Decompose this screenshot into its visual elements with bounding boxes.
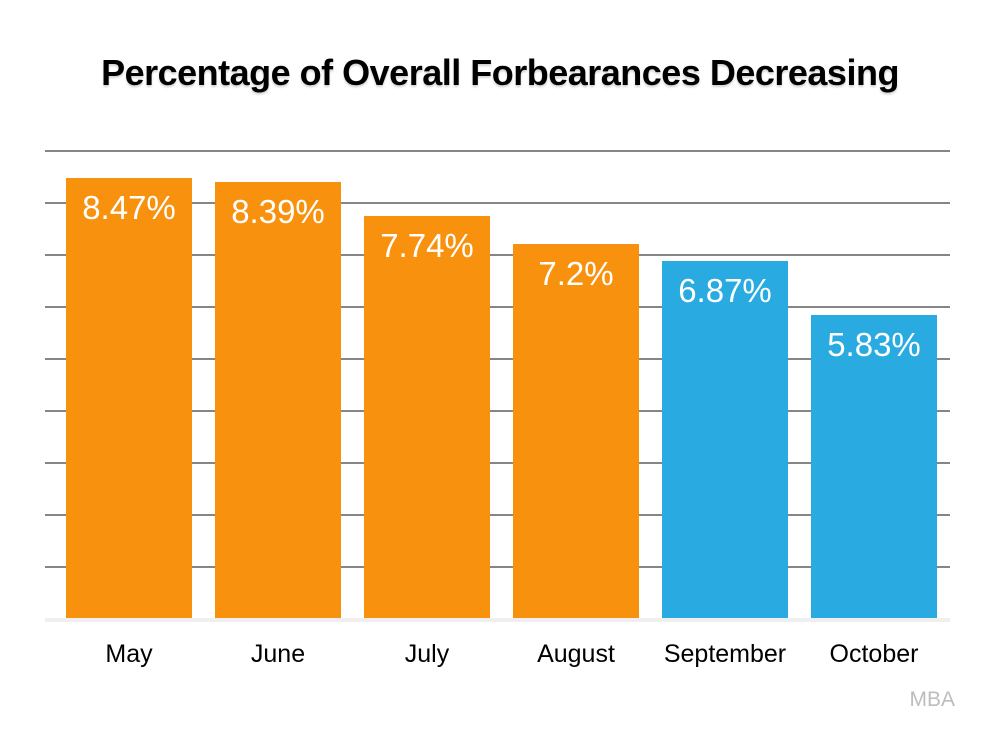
x-axis-label-august: August <box>537 640 615 668</box>
bar-june: 8.39% <box>215 181 341 618</box>
gridline <box>45 358 950 360</box>
bar-september: 6.87% <box>662 260 788 618</box>
bar-value-label: 5.83% <box>827 325 921 363</box>
gridline <box>45 410 950 412</box>
gridline <box>45 150 950 152</box>
gridline <box>45 566 950 568</box>
plot-area: 8.47% 8.39% 7.74% 7.2% 6.87% 5.83% <box>45 150 950 618</box>
x-axis-label-october: October <box>829 640 919 668</box>
gridline <box>45 306 950 308</box>
bar-value-label: 8.39% <box>231 192 325 230</box>
x-axis-label-may: May <box>105 640 153 668</box>
gridline <box>45 462 950 464</box>
chart-title: Percentage of Overall Forbearances Decre… <box>101 52 899 93</box>
bar-october: 5.83% <box>811 314 937 618</box>
x-axis-baseline <box>45 618 950 622</box>
bar-value-label: 7.74% <box>380 226 474 264</box>
x-axis-label-september: September <box>663 640 787 668</box>
bar-value-label: 7.2% <box>538 254 614 292</box>
bar-july: 7.74% <box>364 215 490 618</box>
source-attribution: MBA <box>909 688 955 711</box>
gridline <box>45 202 950 204</box>
x-axis-label-june: June <box>250 640 306 668</box>
x-axis-label-july: July <box>404 640 450 668</box>
bar-august: 7.2% <box>513 243 639 618</box>
gridline <box>45 254 950 256</box>
bar-may: 8.47% <box>66 177 192 618</box>
bar-value-label: 8.47% <box>82 188 176 226</box>
x-axis-labels: May June July August September October <box>45 640 950 670</box>
gridline <box>45 514 950 516</box>
bar-value-label: 6.87% <box>678 271 772 309</box>
